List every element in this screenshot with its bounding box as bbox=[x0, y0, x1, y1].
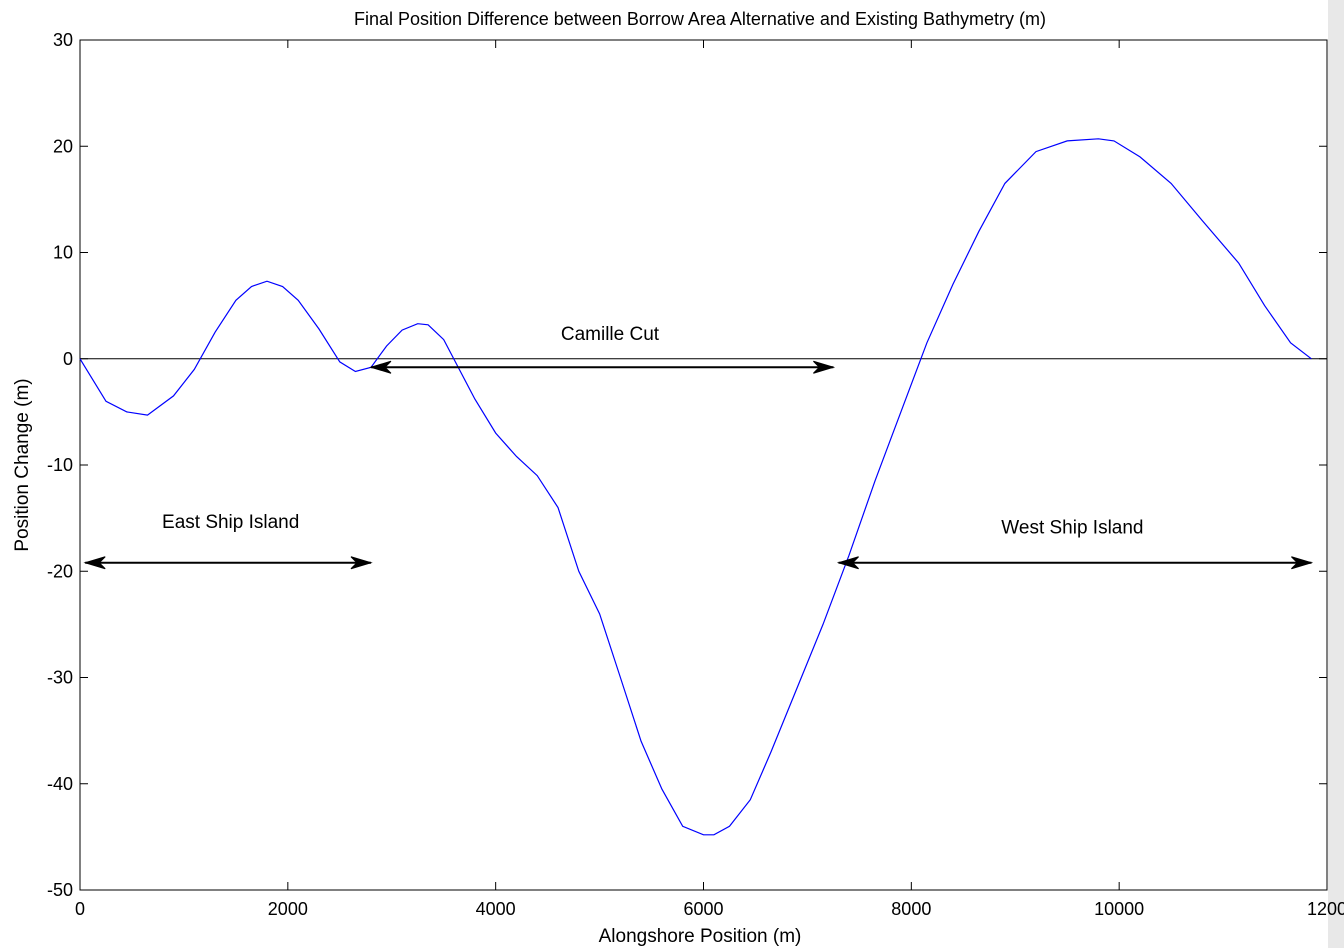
y-tick-label: 0 bbox=[63, 349, 73, 369]
series-line bbox=[79, 138, 1312, 836]
plot-area: 0 2000 4000 6000 8000 10000 1200 -50 -40 -30 -20 -1… bbox=[47, 30, 1344, 919]
x-tick-label: 2000 bbox=[268, 899, 308, 919]
x-tick-label: 6000 bbox=[683, 899, 723, 919]
annotation-label: Camille Cut bbox=[561, 324, 660, 345]
y-tick-label: -50 bbox=[47, 880, 73, 900]
annotation-label: East Ship Island bbox=[162, 512, 299, 533]
y-axis-title: Position Change (m) bbox=[12, 378, 33, 551]
y-tick-label: 20 bbox=[53, 136, 73, 156]
x-tick-label: 4000 bbox=[476, 899, 516, 919]
annotation-arrowhead-right bbox=[813, 360, 836, 374]
window-edge-strip bbox=[1328, 0, 1344, 948]
y-tick-label: -30 bbox=[47, 668, 73, 688]
y-tick-label: -20 bbox=[47, 561, 73, 581]
annotation-arrowhead-left bbox=[83, 556, 106, 570]
y-tick-label: 10 bbox=[53, 243, 73, 263]
x-tick-label: 8000 bbox=[891, 899, 931, 919]
x-tick-label: 0 bbox=[75, 899, 85, 919]
annotation-arrowhead-left bbox=[836, 556, 859, 570]
y-tick-label: -40 bbox=[47, 774, 73, 794]
annotation-label: West Ship Island bbox=[1001, 517, 1143, 538]
x-tick-label: 10000 bbox=[1094, 899, 1144, 919]
annotation-arrowhead-right bbox=[1291, 556, 1314, 570]
y-tick-label: -10 bbox=[47, 455, 73, 475]
annotation-arrowhead-left bbox=[369, 360, 392, 374]
y-tick-label: 30 bbox=[53, 30, 73, 50]
annotation-arrowhead-right bbox=[350, 556, 373, 570]
x-axis-title: Alongshore Position (m) bbox=[599, 926, 802, 947]
chart-title: Final Position Difference between Borrow… bbox=[354, 9, 1046, 29]
x-tick-label: 1200 bbox=[1307, 899, 1344, 919]
plot-frame bbox=[79, 39, 1328, 891]
